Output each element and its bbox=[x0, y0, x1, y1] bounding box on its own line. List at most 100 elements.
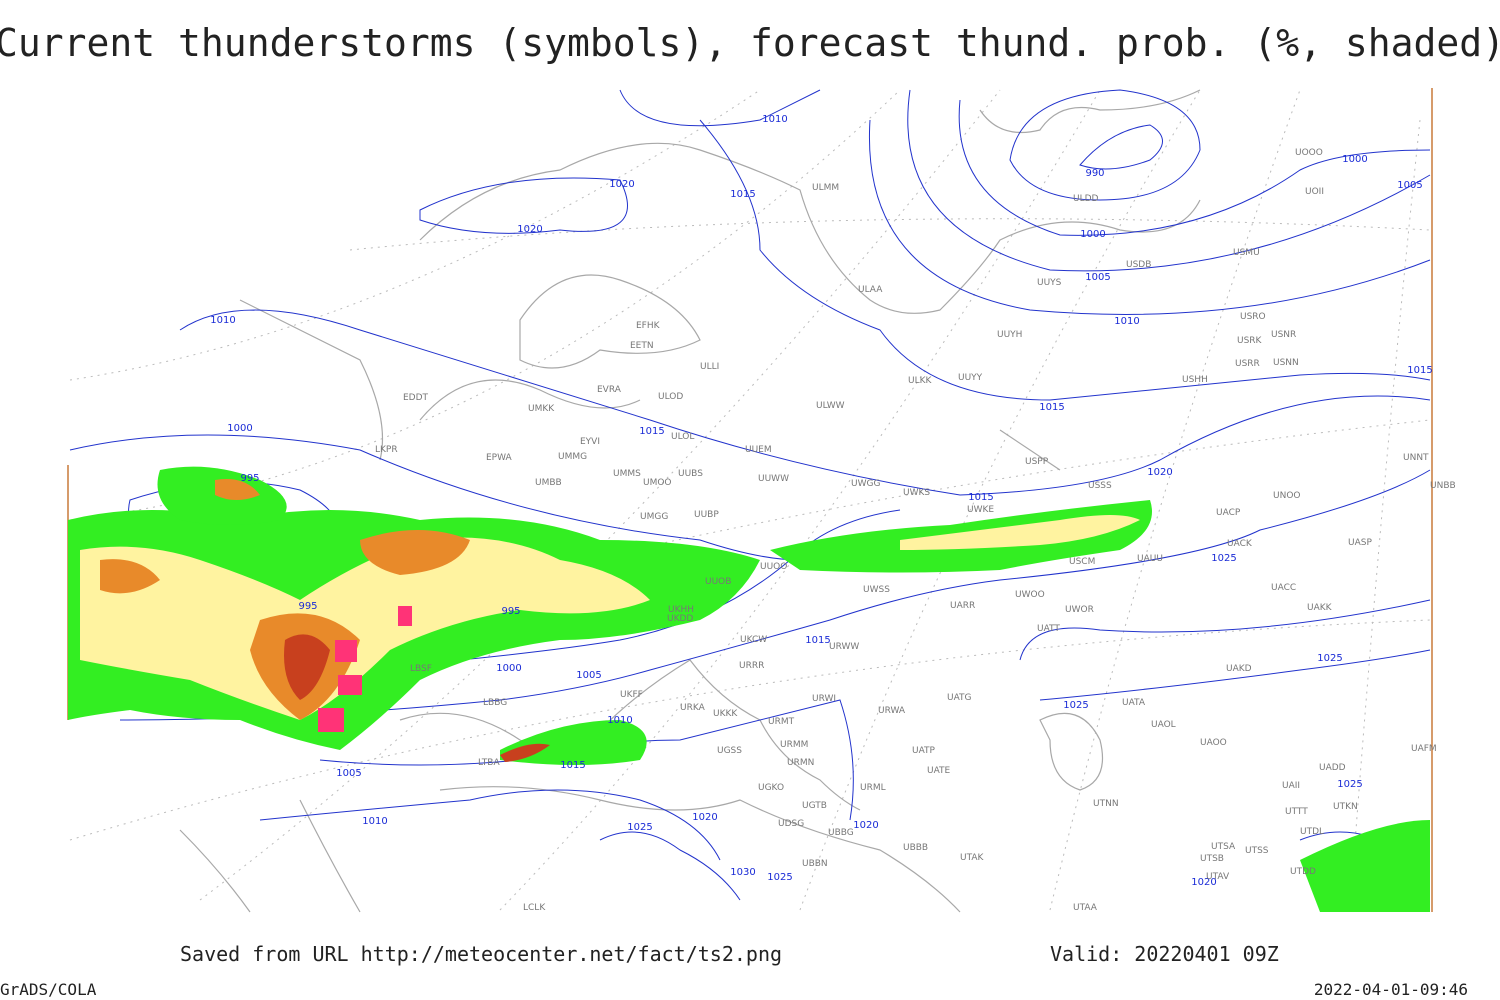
station-code: USNN bbox=[1273, 358, 1299, 368]
station-code: URML bbox=[860, 783, 886, 793]
station-code: UUYH bbox=[997, 330, 1022, 340]
station-code: UOOO bbox=[1295, 148, 1323, 158]
station-code: UATP bbox=[912, 746, 936, 756]
station-code: UATE bbox=[927, 766, 951, 776]
station-code: URRR bbox=[739, 661, 764, 671]
station-code: UUOO bbox=[760, 562, 787, 572]
station-code: EDDT bbox=[403, 393, 429, 403]
isobar-label: 1025 bbox=[767, 872, 792, 883]
timestamp: 2022-04-01-09:46 bbox=[1314, 980, 1468, 999]
station-code: UGTB bbox=[802, 801, 827, 811]
station-code: USRR bbox=[1235, 359, 1260, 369]
station-code: UAFM bbox=[1411, 744, 1437, 754]
station-code: ULKK bbox=[908, 376, 933, 386]
isobar-label: 1025 bbox=[1211, 553, 1236, 564]
isobar-label: 1020 bbox=[692, 812, 717, 823]
isobar-label: 1015 bbox=[805, 635, 830, 646]
station-code: UAOO bbox=[1200, 738, 1227, 748]
station-code: ULWW bbox=[816, 401, 845, 411]
station-code: UAOL bbox=[1151, 720, 1176, 730]
station-code: UNBB bbox=[1430, 481, 1456, 491]
station-code: ULDD bbox=[1073, 194, 1099, 204]
station-code: USHH bbox=[1182, 375, 1208, 385]
station-code: LTBA bbox=[478, 758, 500, 768]
station-code: UMKK bbox=[528, 404, 555, 414]
isobar-label: 990 bbox=[1085, 168, 1104, 179]
valid-time: Valid: 20220401 09Z bbox=[1050, 942, 1279, 966]
station-code: UUEM bbox=[745, 445, 772, 455]
isobar-label: 1015 bbox=[1407, 365, 1432, 376]
station-code: UWOO bbox=[1015, 590, 1045, 600]
isobar-label: 995 bbox=[240, 473, 259, 484]
station-code: UACP bbox=[1216, 508, 1241, 518]
station-code: LCLK bbox=[523, 903, 546, 913]
isobar-label: 1000 bbox=[1080, 229, 1105, 240]
station-code: UBBG bbox=[828, 828, 854, 838]
station-code: USNR bbox=[1271, 330, 1296, 340]
isobar-label: 1020 bbox=[1147, 467, 1172, 478]
station-code: UBBB bbox=[903, 843, 928, 853]
software: GrADS/COLA bbox=[0, 980, 97, 999]
station-code: UAKD bbox=[1226, 664, 1252, 674]
station-code: UDSG bbox=[778, 819, 804, 829]
isobar-label: 1020 bbox=[517, 224, 542, 235]
station-code: UNNT bbox=[1403, 453, 1429, 463]
station-code: URKA bbox=[680, 703, 706, 713]
isobar-label: 1005 bbox=[1085, 272, 1110, 283]
isobar-label: 995 bbox=[298, 601, 317, 612]
isobar-label: 1020 bbox=[853, 820, 878, 831]
isobar-label: 1020 bbox=[609, 179, 634, 190]
station-code: UBBN bbox=[802, 859, 828, 869]
isobar-label: 1005 bbox=[576, 670, 601, 681]
station-code: URWW bbox=[829, 642, 859, 652]
isobar-label: 1025 bbox=[1337, 779, 1362, 790]
station-code: UACC bbox=[1271, 583, 1296, 593]
station-code: UOII bbox=[1305, 187, 1324, 197]
isobar-label: 1000 bbox=[496, 663, 521, 674]
station-code: UTSA bbox=[1211, 842, 1236, 852]
isobar-label: 1000 bbox=[1342, 154, 1367, 165]
isobar-label: 1010 bbox=[762, 114, 787, 125]
station-code: LKPR bbox=[375, 445, 398, 455]
saved-url: Saved from URL http://meteocenter.net/fa… bbox=[180, 942, 782, 966]
station-code: UWGG bbox=[851, 479, 880, 489]
station-code: UUBP bbox=[694, 510, 719, 520]
isobar-label: 1010 bbox=[1114, 316, 1139, 327]
isobar-label: 1015 bbox=[1039, 402, 1064, 413]
station-code: UATG bbox=[947, 693, 972, 703]
station-code: EFHK bbox=[636, 321, 661, 331]
station-code: UAKK bbox=[1307, 603, 1333, 613]
coastlines bbox=[179, 89, 1201, 913]
station-code: ULAA bbox=[858, 285, 883, 295]
isobar-label: 1015 bbox=[560, 760, 585, 771]
station-code: USPP bbox=[1025, 457, 1049, 467]
station-code: EVRA bbox=[597, 385, 622, 395]
isobar-label: 1000 bbox=[227, 423, 252, 434]
station-code: USCM bbox=[1069, 557, 1095, 567]
station-code: URMM bbox=[780, 740, 808, 750]
station-code: UWOR bbox=[1065, 605, 1094, 615]
station-code: UTDL bbox=[1300, 827, 1324, 837]
station-code: USMU bbox=[1233, 248, 1260, 258]
isobar-label: 1015 bbox=[639, 426, 664, 437]
station-code: UMMG bbox=[558, 452, 587, 462]
isobar-label: 1005 bbox=[336, 768, 361, 779]
station-code: UAII bbox=[1282, 781, 1300, 791]
station-code: UADD bbox=[1319, 763, 1346, 773]
isobar-label: 1010 bbox=[607, 715, 632, 726]
station-code: USRK bbox=[1237, 336, 1263, 346]
station-code: URMN bbox=[787, 758, 814, 768]
station-code: UKCW bbox=[740, 635, 767, 645]
station-code: UTAK bbox=[960, 853, 985, 863]
station-code: UMBB bbox=[535, 478, 562, 488]
station-code: URMT bbox=[768, 717, 795, 727]
isobar-label: 995 bbox=[501, 606, 520, 617]
station-code: UTTT bbox=[1285, 807, 1308, 817]
station-code: UTAV bbox=[1206, 872, 1230, 882]
thunderstorm-symbols bbox=[318, 606, 412, 732]
station-code: UMOO bbox=[643, 478, 672, 488]
station-code: UWKE bbox=[967, 505, 994, 515]
map-frame bbox=[67, 88, 1433, 912]
isobar-label: 1015 bbox=[968, 492, 993, 503]
